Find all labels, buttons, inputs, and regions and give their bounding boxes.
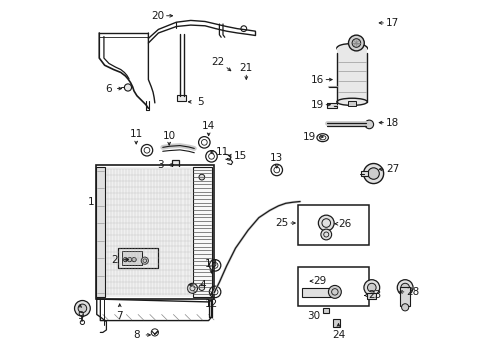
- Text: 15: 15: [233, 150, 246, 161]
- Circle shape: [348, 35, 364, 51]
- Bar: [297, 205, 368, 244]
- Bar: [96, 165, 214, 299]
- Text: 10: 10: [163, 131, 175, 140]
- Text: 8: 8: [133, 330, 140, 340]
- Circle shape: [364, 120, 373, 129]
- Text: 5: 5: [196, 97, 203, 107]
- Bar: [192, 167, 211, 297]
- Text: 29: 29: [313, 276, 326, 286]
- Circle shape: [363, 163, 383, 184]
- Text: 19: 19: [310, 100, 323, 110]
- Circle shape: [187, 283, 197, 293]
- Text: 24: 24: [331, 330, 345, 340]
- Bar: [104, 167, 194, 297]
- Text: 11: 11: [129, 130, 142, 139]
- Circle shape: [132, 257, 136, 262]
- Bar: [400, 287, 409, 306]
- Bar: [122, 251, 142, 265]
- Text: 19: 19: [303, 132, 316, 142]
- Text: 1: 1: [87, 197, 94, 207]
- Text: 23: 23: [367, 291, 381, 301]
- Circle shape: [199, 174, 204, 180]
- Text: 3: 3: [157, 160, 163, 170]
- Ellipse shape: [336, 98, 366, 105]
- Text: 17: 17: [385, 18, 398, 28]
- Ellipse shape: [336, 44, 366, 53]
- Circle shape: [401, 304, 408, 311]
- Text: 14: 14: [202, 121, 215, 131]
- Bar: [360, 171, 367, 176]
- Text: 21: 21: [239, 63, 252, 73]
- Bar: [177, 95, 185, 101]
- Bar: [348, 101, 355, 107]
- Circle shape: [400, 283, 408, 292]
- Text: 26: 26: [338, 219, 351, 229]
- Text: 9: 9: [77, 311, 83, 321]
- Text: 11: 11: [215, 147, 228, 157]
- Circle shape: [396, 280, 412, 296]
- Text: 27: 27: [385, 164, 398, 174]
- Circle shape: [141, 257, 148, 264]
- Circle shape: [351, 39, 360, 47]
- Text: 25: 25: [275, 218, 288, 228]
- Text: 7: 7: [116, 311, 123, 320]
- Bar: [301, 288, 330, 297]
- Circle shape: [74, 301, 90, 316]
- Text: 20: 20: [150, 11, 163, 21]
- Circle shape: [367, 283, 375, 292]
- Circle shape: [363, 280, 379, 296]
- Circle shape: [123, 257, 127, 262]
- Text: 30: 30: [306, 311, 320, 320]
- Text: 13: 13: [204, 258, 218, 269]
- Circle shape: [124, 84, 131, 91]
- Circle shape: [199, 285, 204, 291]
- Circle shape: [78, 304, 86, 313]
- Text: 6: 6: [105, 84, 111, 94]
- Text: 28: 28: [406, 287, 419, 297]
- Circle shape: [328, 285, 341, 298]
- Bar: [297, 267, 368, 306]
- Bar: [118, 248, 158, 268]
- Text: 2: 2: [111, 255, 118, 265]
- Text: 13: 13: [269, 153, 283, 163]
- Circle shape: [320, 229, 331, 240]
- Text: 12: 12: [204, 299, 218, 309]
- Bar: [96, 167, 104, 297]
- Circle shape: [367, 168, 379, 179]
- Circle shape: [318, 215, 333, 231]
- Text: 22: 22: [211, 57, 224, 67]
- Bar: [172, 160, 178, 169]
- Bar: [326, 103, 336, 108]
- Text: 4: 4: [199, 280, 205, 290]
- Bar: [336, 48, 366, 102]
- Text: 18: 18: [385, 118, 398, 128]
- Circle shape: [127, 257, 132, 262]
- Bar: [322, 308, 328, 313]
- Bar: [333, 319, 339, 327]
- Bar: [366, 293, 376, 299]
- Text: 16: 16: [310, 75, 323, 85]
